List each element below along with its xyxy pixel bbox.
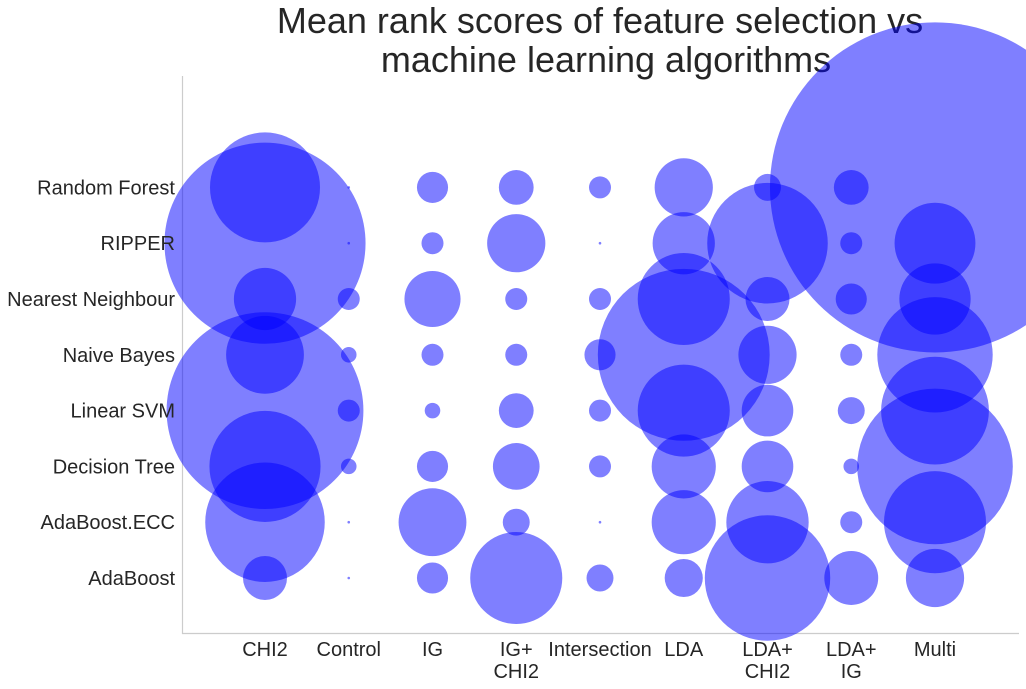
bubble-row-4-col-2: [421, 343, 444, 366]
bubble-row-6-col-4: [598, 241, 602, 245]
bubble-row-2-col-2: [416, 450, 449, 482]
x-tick-label: CHI2: [493, 661, 539, 683]
bubble-row-3-col-7: [837, 397, 865, 425]
bubble-row-1-col-1: [347, 520, 351, 524]
bubble-row-6-col-3: [487, 214, 546, 273]
y-tick-label: AdaBoost: [88, 568, 175, 590]
bubble-row-2-col-3: [492, 443, 540, 490]
bubble-row-4-col-1: [340, 347, 357, 363]
bubble-row-5-col-4: [588, 287, 612, 311]
bubble-row-5-col-3: [505, 287, 528, 311]
x-tick-label: IG+: [500, 639, 533, 661]
y-tick-label: RIPPER: [101, 233, 175, 255]
bubble-row-2-col-6: [741, 440, 794, 493]
x-tick-label: IG: [422, 639, 443, 661]
x-tick-label: Control: [317, 639, 381, 661]
bubble-row-1-col-7: [840, 511, 863, 534]
y-tick-label: AdaBoost.ECC: [40, 512, 175, 534]
bubble-row-7-col-1: [347, 186, 351, 189]
x-tick-label: CHI2: [745, 661, 791, 683]
y-tick-label: Decision Tree: [53, 456, 175, 478]
y-tick-label: Linear SVM: [71, 401, 176, 423]
bubble-row-7-col-4: [588, 176, 612, 199]
bubble-row-7-col-8: [770, 22, 1026, 353]
bubble-row-0-col-2: [416, 562, 449, 594]
bubble-row-6-col-2: [421, 232, 444, 255]
chart-title-line-1: Mean rank scores of feature selection vs: [277, 0, 923, 41]
bubble-row-1-col-5: [651, 490, 716, 555]
x-tick-label: LDA+: [826, 639, 877, 661]
x-tick-label: Intersection: [548, 639, 651, 661]
bubble-row-1-col-6: [726, 481, 809, 564]
bubble-row-3-col-4: [588, 399, 612, 422]
bubble-row-3-col-1: [337, 399, 360, 422]
bubble-row-7-col-0: [209, 132, 321, 243]
bubble-row-2-col-7: [843, 458, 860, 475]
bubble-row-4-col-3: [505, 343, 528, 366]
x-tick-label: CHI2: [242, 639, 288, 661]
bubble-row-5-col-2: [404, 270, 461, 328]
x-tick-label: Multi: [914, 639, 956, 661]
bubble-row-0-col-4: [586, 564, 614, 592]
y-tick-labels: AdaBoost AdaBoost.ECC Decision Tree Linear …: [7, 177, 175, 590]
bubbles-layer: [164, 22, 1026, 641]
bubble-row-3-col-2: [424, 402, 441, 419]
bubble-row-0-col-1: [347, 576, 351, 580]
bubble-row-3-col-3: [498, 393, 534, 428]
bubble-row-5-col-5: [637, 252, 730, 346]
bubble-row-3-col-0: [166, 312, 364, 510]
x-tick-label: LDA: [664, 639, 704, 661]
bubble-row-4-col-6: [738, 325, 797, 384]
bubble-row-4-col-7: [840, 343, 863, 366]
bubble-row-7-col-5: [654, 158, 713, 217]
bubble-row-0-col-3: [470, 531, 563, 625]
bubble-row-1-col-4: [598, 520, 602, 524]
bubble-row-0-col-7: [824, 551, 879, 605]
bubble-row-1-col-3: [502, 508, 530, 536]
x-tick-label: IG: [841, 661, 862, 683]
chart-title-line-2: machine learning algorithms: [381, 39, 831, 80]
y-tick-label: Nearest Neighbour: [7, 289, 175, 311]
bubble-row-7-col-2: [416, 171, 449, 203]
chart-title: Mean rank scores of feature selection vs…: [277, 0, 923, 80]
bubble-row-7-col-3: [498, 170, 534, 205]
bubble-row-6-col-1: [347, 241, 351, 245]
bubble-row-2-col-4: [588, 455, 612, 478]
bubble-row-1-col-2: [398, 488, 467, 557]
y-tick-label: Naive Bayes: [63, 345, 175, 367]
x-tick-label: LDA+: [742, 639, 793, 661]
bubble-row-0-col-5: [664, 558, 703, 598]
bubble-row-6-col-5: [652, 212, 715, 275]
y-tick-label: Random Forest: [37, 177, 175, 199]
